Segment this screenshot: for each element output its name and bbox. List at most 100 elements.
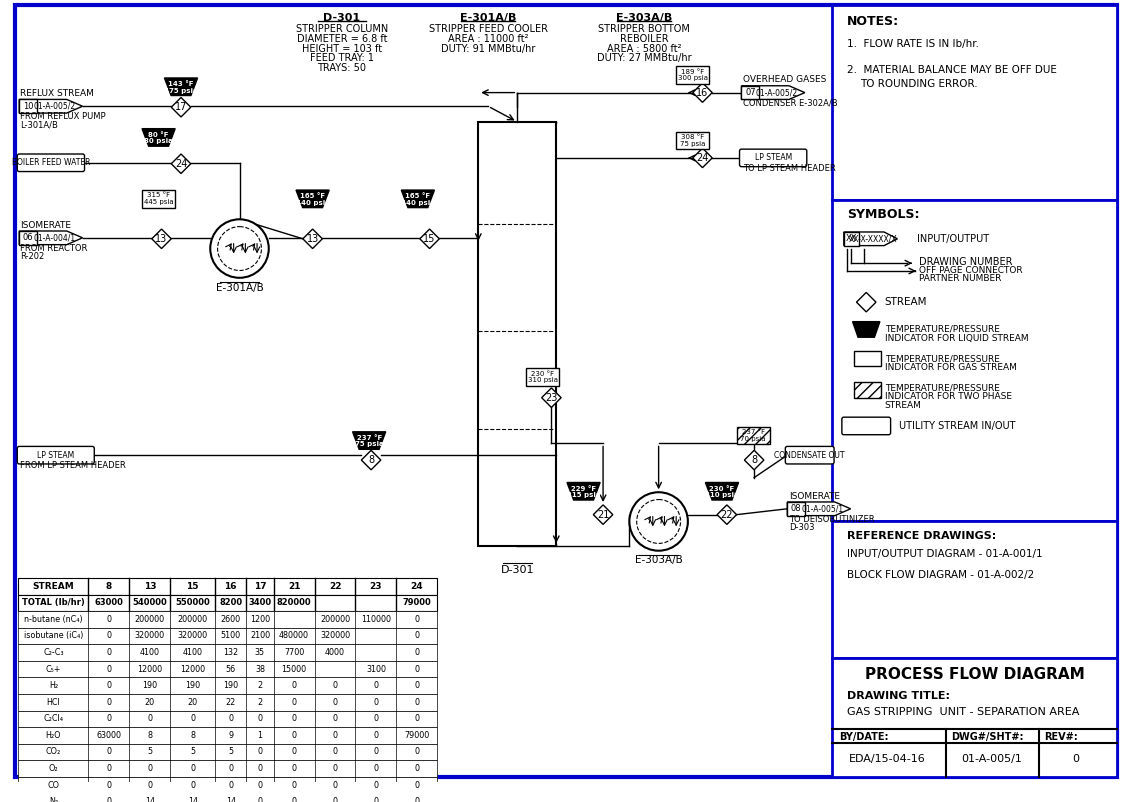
Polygon shape bbox=[693, 83, 712, 103]
Text: GAS STRIPPING  UNIT - SEPARATION AREA: GAS STRIPPING UNIT - SEPARATION AREA bbox=[847, 707, 1080, 716]
Polygon shape bbox=[19, 99, 82, 113]
Text: CONDENSATE OUT: CONDENSATE OUT bbox=[774, 451, 845, 460]
Text: 56: 56 bbox=[226, 665, 236, 674]
Text: 14: 14 bbox=[226, 797, 236, 802]
Text: DRAWING NUMBER: DRAWING NUMBER bbox=[919, 257, 1012, 267]
Text: 23: 23 bbox=[545, 393, 557, 403]
Text: 0: 0 bbox=[374, 731, 378, 740]
Text: CO: CO bbox=[48, 780, 59, 790]
Text: 75 psia: 75 psia bbox=[355, 441, 383, 448]
Text: OVERHEAD GASES: OVERHEAD GASES bbox=[743, 75, 826, 84]
Text: 0: 0 bbox=[106, 648, 112, 657]
Text: 190: 190 bbox=[142, 681, 157, 691]
Text: 5: 5 bbox=[147, 747, 153, 756]
Text: 15: 15 bbox=[423, 234, 435, 244]
FancyBboxPatch shape bbox=[18, 578, 438, 594]
Text: 0: 0 bbox=[374, 780, 378, 790]
Text: 0: 0 bbox=[258, 747, 262, 756]
Bar bbox=[854, 382, 881, 398]
Text: 0: 0 bbox=[415, 615, 420, 624]
FancyBboxPatch shape bbox=[18, 743, 438, 760]
Text: 0: 0 bbox=[374, 715, 378, 723]
Text: 7700: 7700 bbox=[284, 648, 304, 657]
FancyBboxPatch shape bbox=[18, 694, 438, 711]
Text: 0: 0 bbox=[333, 764, 337, 773]
Polygon shape bbox=[741, 86, 805, 99]
Polygon shape bbox=[171, 98, 190, 117]
Text: CONDENSER E-302A/B: CONDENSER E-302A/B bbox=[743, 99, 838, 107]
Text: 8: 8 bbox=[190, 731, 195, 740]
Text: 0: 0 bbox=[106, 747, 112, 756]
FancyBboxPatch shape bbox=[18, 628, 438, 644]
Text: H₂O: H₂O bbox=[46, 731, 62, 740]
Text: 0: 0 bbox=[374, 797, 378, 802]
Polygon shape bbox=[296, 190, 329, 208]
Text: 1.  FLOW RATE IS IN lb/hr.: 1. FLOW RATE IS IN lb/hr. bbox=[847, 38, 979, 49]
Text: 0: 0 bbox=[374, 681, 378, 691]
Text: 16: 16 bbox=[697, 87, 709, 98]
Text: 3400: 3400 bbox=[249, 598, 271, 607]
Polygon shape bbox=[164, 78, 197, 95]
Text: 13: 13 bbox=[307, 234, 319, 244]
Polygon shape bbox=[303, 229, 323, 249]
Text: 0: 0 bbox=[1073, 755, 1080, 764]
Text: 12000: 12000 bbox=[137, 665, 162, 674]
Text: FROM REFLUX PUMP: FROM REFLUX PUMP bbox=[21, 112, 106, 121]
Text: 0: 0 bbox=[228, 780, 234, 790]
Text: 0: 0 bbox=[190, 715, 195, 723]
Text: 0: 0 bbox=[106, 764, 112, 773]
Text: 80 °F: 80 °F bbox=[148, 132, 169, 138]
Text: 440 psia: 440 psia bbox=[401, 200, 434, 205]
Text: 445 psia: 445 psia bbox=[144, 199, 173, 205]
Text: REBOILER: REBOILER bbox=[620, 34, 668, 44]
Text: HEIGHT = 103 ft: HEIGHT = 103 ft bbox=[302, 44, 382, 54]
Text: 200000: 200000 bbox=[178, 615, 207, 624]
Text: 17: 17 bbox=[254, 581, 267, 591]
Text: 110000: 110000 bbox=[361, 615, 391, 624]
Text: STREAM: STREAM bbox=[885, 401, 921, 410]
Circle shape bbox=[637, 500, 681, 544]
Polygon shape bbox=[361, 450, 381, 470]
FancyBboxPatch shape bbox=[741, 86, 759, 99]
Text: 0: 0 bbox=[106, 780, 112, 790]
Text: 8: 8 bbox=[106, 581, 112, 591]
FancyBboxPatch shape bbox=[18, 611, 438, 628]
Text: BLOCK FLOW DIAGRAM - 01-A-002/2: BLOCK FLOW DIAGRAM - 01-A-002/2 bbox=[847, 570, 1034, 580]
Text: TEMPERATURE/PRESSURE: TEMPERATURE/PRESSURE bbox=[885, 354, 1000, 363]
Text: 0: 0 bbox=[415, 665, 420, 674]
Text: TRAYS: 50: TRAYS: 50 bbox=[317, 63, 366, 73]
Text: 550000: 550000 bbox=[176, 598, 210, 607]
Text: 820000: 820000 bbox=[277, 598, 311, 607]
Text: 07: 07 bbox=[746, 88, 756, 97]
Text: 0: 0 bbox=[415, 698, 420, 707]
Text: 2.  MATERIAL BALANCE MAY BE OFF DUE: 2. MATERIAL BALANCE MAY BE OFF DUE bbox=[847, 65, 1057, 75]
Text: 237 °F: 237 °F bbox=[357, 435, 382, 441]
Text: 0: 0 bbox=[228, 764, 234, 773]
FancyBboxPatch shape bbox=[832, 5, 1117, 200]
Text: LP STEAM: LP STEAM bbox=[755, 153, 792, 162]
Text: C₅+: C₅+ bbox=[46, 665, 62, 674]
Text: XX-X-XXXX/X: XX-X-XXXX/X bbox=[849, 234, 897, 243]
Text: 440 psia: 440 psia bbox=[295, 200, 329, 205]
Text: STRIPPER BOTTOM: STRIPPER BOTTOM bbox=[598, 24, 690, 34]
Text: 12000: 12000 bbox=[180, 665, 205, 674]
Text: NOTES:: NOTES: bbox=[847, 15, 898, 28]
Text: 0: 0 bbox=[333, 698, 337, 707]
Text: STRIPPER COLUMN: STRIPPER COLUMN bbox=[295, 24, 388, 34]
Text: 0: 0 bbox=[106, 665, 112, 674]
Text: E-301A/B: E-301A/B bbox=[215, 282, 263, 293]
Text: D-301: D-301 bbox=[324, 13, 360, 22]
FancyBboxPatch shape bbox=[18, 727, 438, 743]
Text: 0: 0 bbox=[415, 747, 420, 756]
Text: 35: 35 bbox=[255, 648, 264, 657]
Text: 4100: 4100 bbox=[182, 648, 203, 657]
Polygon shape bbox=[19, 231, 82, 245]
FancyBboxPatch shape bbox=[18, 594, 438, 611]
Text: 310 psia: 310 psia bbox=[706, 492, 739, 498]
FancyBboxPatch shape bbox=[17, 154, 84, 172]
Text: STREAM: STREAM bbox=[32, 581, 74, 591]
Text: FROM REACTOR: FROM REACTOR bbox=[21, 244, 88, 253]
Text: ISOMERATE: ISOMERATE bbox=[789, 492, 840, 500]
Text: FROM LP STEAM HEADER: FROM LP STEAM HEADER bbox=[21, 461, 125, 471]
Text: 0: 0 bbox=[190, 780, 195, 790]
